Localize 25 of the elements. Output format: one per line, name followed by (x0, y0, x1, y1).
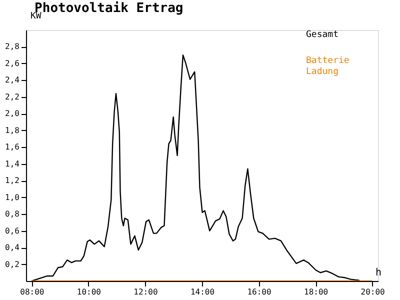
x-tick-label: 18:00 (304, 288, 328, 296)
x-tick-label: 14:00 (190, 288, 215, 296)
y-tick-label: 2,2 (5, 92, 20, 102)
y-tick-label: 0,4 (5, 243, 20, 252)
x-tick-label: 16:00 (247, 288, 272, 296)
y-tick-label: 2,4 (5, 76, 20, 85)
y-tick-label: 1,6 (5, 142, 20, 152)
y-axis-title: KW (30, 12, 42, 22)
y-tick-label: 0,2 (5, 260, 20, 269)
y-tick-label: 1,4 (5, 159, 20, 168)
text: Batterie Ladung (306, 56, 350, 77)
y-tick-label: 1,0 (5, 192, 20, 202)
x-axis-title: h (375, 268, 382, 278)
y-tick-label: 2,0 (5, 109, 20, 118)
y-tick-label: 0,8 (5, 210, 20, 219)
y-tick-label: 0,6 (5, 226, 20, 236)
text: Gesamt (306, 30, 339, 40)
y-tick-label: 1,8 (5, 126, 20, 135)
x-tick-label: 12:00 (134, 288, 158, 296)
x-tick-label: 20:00 (360, 288, 386, 296)
x-tick-label: 10:00 (76, 288, 102, 296)
x-tick-label: 08:00 (20, 288, 44, 296)
y-tick-label: 2,8 (5, 42, 20, 52)
y-tick-label: 2,6 (5, 58, 20, 68)
y-tick-label: 1,2 (5, 176, 20, 186)
